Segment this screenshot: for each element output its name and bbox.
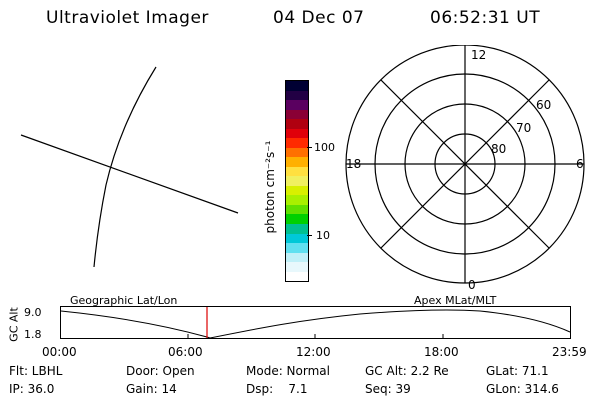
colorbar-band-9 [286, 166, 308, 177]
altitude-curve [60, 309, 571, 339]
glat-info: GLat: 71.1 [486, 364, 549, 378]
mlt-label-12: 12 [471, 48, 486, 62]
colorbar-tick-100 [307, 147, 312, 148]
altitude-ymax-label: 9.0 [24, 306, 42, 319]
altitude-axis-title: GC Alt [7, 307, 21, 342]
mlt-label-0: 0 [468, 278, 476, 292]
time-label: 06:52:31 UT [430, 8, 541, 28]
polar-diagonal-2 [380, 79, 550, 249]
time-tick-0000: 00:00 [42, 345, 77, 359]
colorbar-band-18 [286, 252, 308, 263]
colorbar-band-15 [286, 223, 308, 234]
dsp-info: Dsp: 7.1 [246, 382, 308, 396]
date-label: 04 Dec 07 [273, 8, 365, 28]
lat-label-80: 80 [491, 142, 506, 156]
door-info: Door: Open [126, 364, 195, 378]
colorbar-tick-10 [307, 235, 312, 236]
colorbar-band-0 [286, 81, 308, 91]
polar-plot: 12 6 0 18 60 70 80 [345, 45, 585, 292]
colorbar-band-13 [286, 204, 308, 215]
altitude-ymin-label: 1.8 [24, 328, 42, 341]
seq-info: Seq: 39 [365, 382, 411, 396]
colorbar-band-14 [286, 214, 308, 224]
colorbar-unit-label: photon cm⁻²s⁻¹ [263, 140, 277, 234]
time-tick-2359: 23:59 [552, 345, 587, 359]
colorbar-band-4 [286, 119, 308, 129]
gc-alt-info: GC Alt: 2.2 Re [365, 364, 449, 378]
lat-label-70: 70 [516, 121, 531, 135]
colorbar-band-19 [286, 262, 308, 272]
colorbar-tick-label-10: 10 [316, 229, 330, 242]
colorbar-band-3 [286, 109, 308, 120]
mlt-label-6: 6 [576, 157, 584, 171]
colorbar-band-12 [286, 195, 308, 205]
colorbar-band-7 [286, 147, 308, 158]
altitude-strip-frame [60, 306, 571, 339]
geographic-grid [20, 66, 239, 268]
colorbar-band-6 [286, 138, 308, 148]
time-tick-0600: 06:00 [168, 345, 203, 359]
instrument-title: Ultraviolet Imager [46, 8, 209, 28]
time-tick-1800: 18:00 [424, 345, 459, 359]
colorbar-band-11 [286, 185, 308, 196]
colorbar [285, 80, 309, 282]
parallel-line [20, 134, 239, 214]
lat-label-60: 60 [536, 98, 551, 112]
gain-info: Gain: 14 [126, 382, 177, 396]
colorbar-band-5 [286, 128, 308, 139]
meridian-line [93, 66, 157, 268]
colorbar-band-1 [286, 90, 308, 101]
glon-info: GLon: 314.6 [486, 382, 559, 396]
colorbar-band-2 [286, 100, 308, 110]
mode-info: Mode: Normal [246, 364, 330, 378]
filter-info: Flt: LBHL [9, 364, 63, 378]
colorbar-band-17 [286, 243, 308, 253]
colorbar-band-16 [286, 233, 308, 244]
colorbar-band-8 [286, 157, 308, 167]
mlt-label-18: 18 [346, 157, 361, 171]
apex-caption: Apex MLat/MLT [414, 294, 497, 307]
colorbar-tick-label-100: 100 [314, 141, 335, 154]
colorbar-band-10 [286, 176, 308, 186]
geographic-caption: Geographic Lat/Lon [70, 294, 178, 307]
colorbar-band-20 [286, 271, 308, 282]
time-tick-1200: 12:00 [296, 345, 331, 359]
altitude-strip-plot [60, 306, 571, 339]
ip-info: IP: 36.0 [9, 382, 55, 396]
